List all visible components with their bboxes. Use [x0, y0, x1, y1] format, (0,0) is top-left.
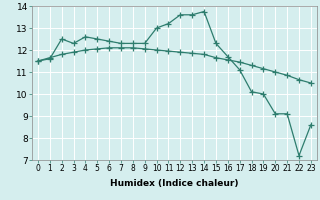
X-axis label: Humidex (Indice chaleur): Humidex (Indice chaleur): [110, 179, 239, 188]
